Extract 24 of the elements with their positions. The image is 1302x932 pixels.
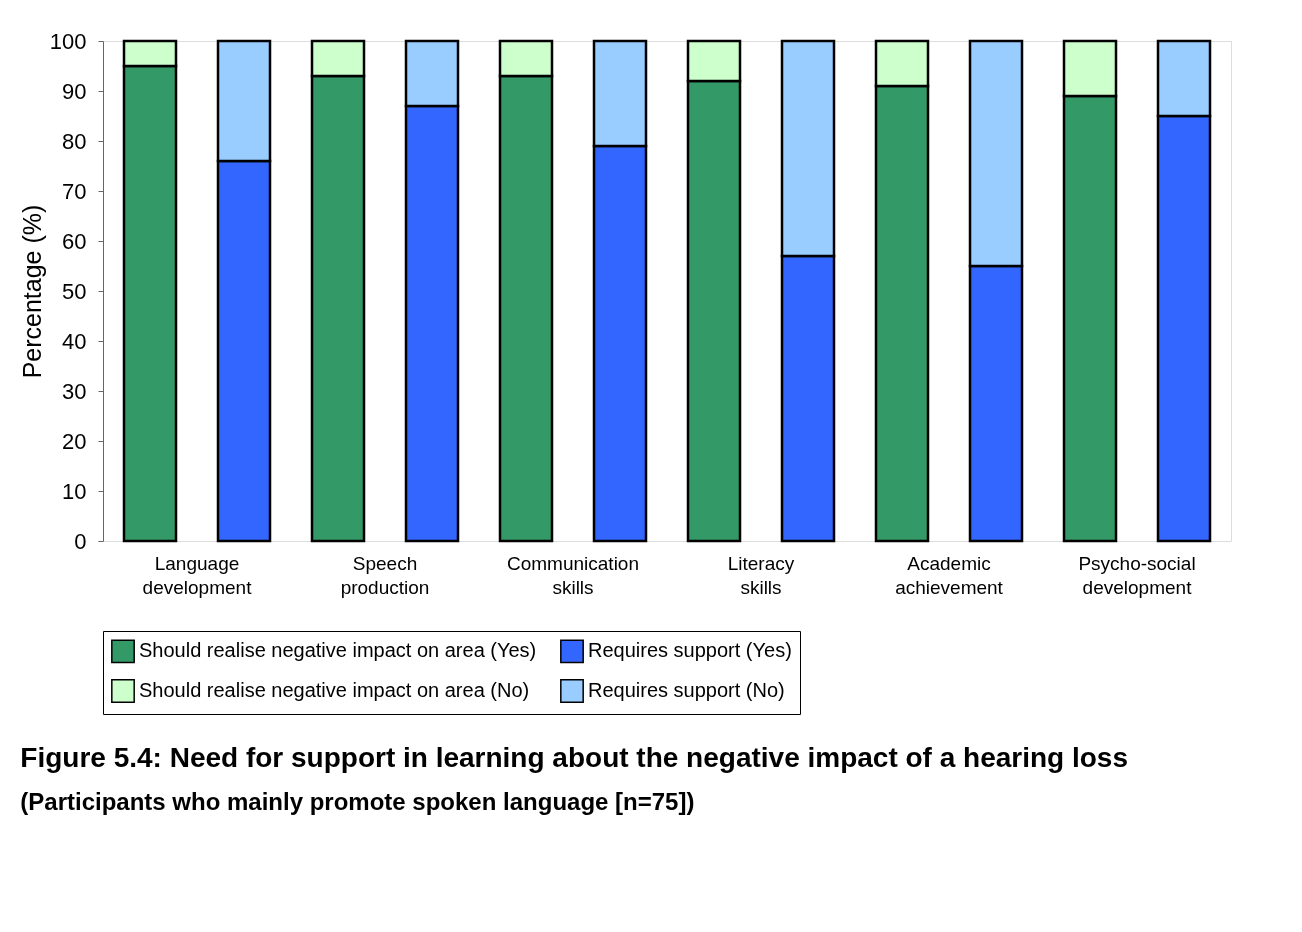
x-tick-label: Academic achievement xyxy=(895,553,1004,598)
x-tick-label: Language development xyxy=(142,553,253,598)
y-tick-label: 20 xyxy=(62,428,87,454)
y-tick-label: 100 xyxy=(49,28,87,54)
y-tick-label: 70 xyxy=(62,178,87,204)
text: Figure 5.4: Need for support in learning about the negative impact of a hearing loss xyxy=(20,741,1129,773)
y-tick-label: 60 xyxy=(62,228,87,254)
x-tick-label: Psycho-social development xyxy=(1078,553,1196,598)
text: (Participants who mainly promote spoken language [n=75]) xyxy=(20,787,695,815)
legend-label: Requires support (No) xyxy=(588,679,785,701)
y-tick-label: 50 xyxy=(62,278,87,304)
legend-label: Should realise negative impact on area (No) xyxy=(139,679,530,701)
y-tick-label: 90 xyxy=(62,78,87,104)
y-tick-label: 40 xyxy=(62,328,87,354)
y-tick-label: 0 xyxy=(74,528,87,554)
y-axis-title: Percentage (%) xyxy=(17,204,46,379)
x-tick-label: Literacy skills xyxy=(727,553,795,598)
y-tick-label: 80 xyxy=(62,128,87,154)
x-tick-label: Speech production xyxy=(340,553,430,598)
y-tick-label: 10 xyxy=(62,478,87,504)
x-tick-label: Communication skills xyxy=(507,553,639,598)
y-tick-label: 30 xyxy=(62,378,87,404)
legend-label: Requires support (Yes) xyxy=(588,639,792,662)
legend-label: Should realise negative impact on area (Yes) xyxy=(139,639,537,662)
